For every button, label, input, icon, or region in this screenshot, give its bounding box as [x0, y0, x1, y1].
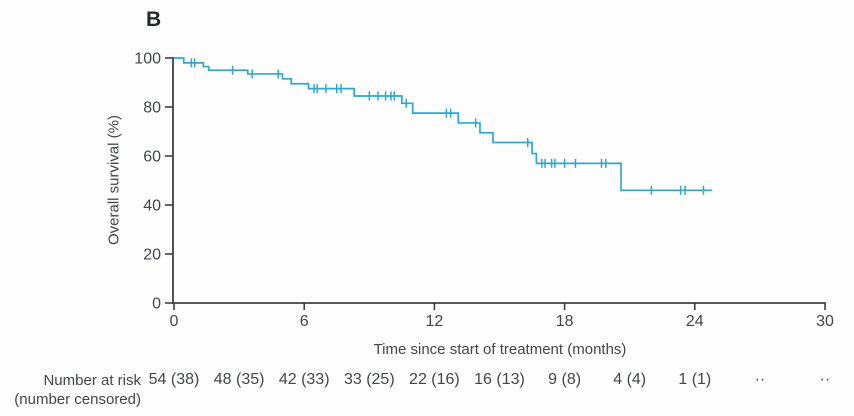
risk-value: 33 (25)	[343, 371, 395, 388]
x-tick-label: 0	[170, 313, 179, 330]
risk-value: ··	[754, 371, 766, 388]
x-tick-label: 6	[300, 313, 309, 330]
y-tick-label: 60	[143, 149, 161, 166]
risk-value: 1 (1)	[678, 371, 712, 388]
risk-value: 22 (16)	[409, 371, 460, 388]
risk-value: 48 (35)	[213, 371, 265, 388]
risk-value: 54 (38)	[148, 371, 200, 388]
number-censored-label: (number censored)	[14, 391, 141, 408]
y-tick-label: 0	[152, 296, 161, 313]
x-tick-label: 18	[556, 313, 574, 330]
risk-value: 4 (4)	[613, 371, 647, 388]
survival-curve	[174, 57, 713, 192]
number-at-risk-header: Number at risk (number censored)	[0, 371, 141, 409]
x-axis-title: Time since start of treatment (months)	[373, 341, 627, 358]
panel-label: B	[146, 8, 162, 31]
y-axis-title: Overall survival (%)	[105, 114, 123, 246]
curve-layer	[174, 57, 713, 195]
y-tick-label: 40	[143, 198, 161, 215]
axes-layer: 100 80 60 40 20 00 6 12 18 24 30	[134, 51, 834, 330]
y-tick-label: 100	[134, 51, 161, 68]
risk-value: ··	[819, 371, 831, 388]
risk-value: 9 (8)	[548, 371, 582, 388]
x-tick-label: 30	[816, 313, 834, 330]
risk-value: 42 (33)	[278, 371, 330, 388]
y-tick-label: 80	[143, 100, 161, 117]
x-tick-label: 24	[686, 313, 704, 330]
x-tick-label: 12	[426, 313, 444, 330]
number-at-risk-label: Number at risk	[43, 372, 141, 389]
risk-value: 16 (13)	[474, 371, 525, 388]
y-tick-label: 20	[143, 247, 161, 264]
